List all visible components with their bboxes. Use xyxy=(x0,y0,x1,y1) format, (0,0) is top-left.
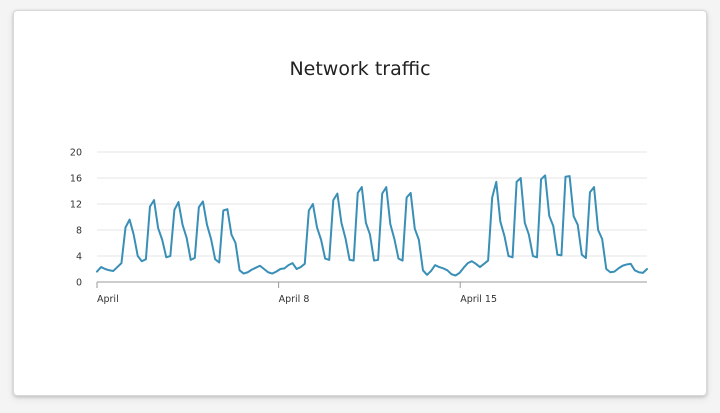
y-tick-label: 12 xyxy=(70,200,82,211)
series-layer xyxy=(96,174,648,277)
chart-title: Network traffic xyxy=(289,58,431,80)
x-tick-label: April 8 xyxy=(279,294,310,305)
x-axis-ticks: April April 8 April 15 xyxy=(96,282,497,305)
y-tick-label: 0 xyxy=(76,278,82,289)
y-tick-label: 8 xyxy=(76,226,82,237)
y-axis-ticks: 0 4 8 12 16 20 xyxy=(70,148,82,289)
x-tick-label: April xyxy=(97,294,119,305)
y-tick-label: 20 xyxy=(70,148,82,159)
x-tick-label: April 15 xyxy=(460,294,497,305)
series-line xyxy=(96,174,648,277)
chart-card xyxy=(13,10,707,396)
grid-lines xyxy=(97,151,647,257)
y-tick-label: 16 xyxy=(70,174,82,185)
y-tick-label: 4 xyxy=(76,252,82,263)
